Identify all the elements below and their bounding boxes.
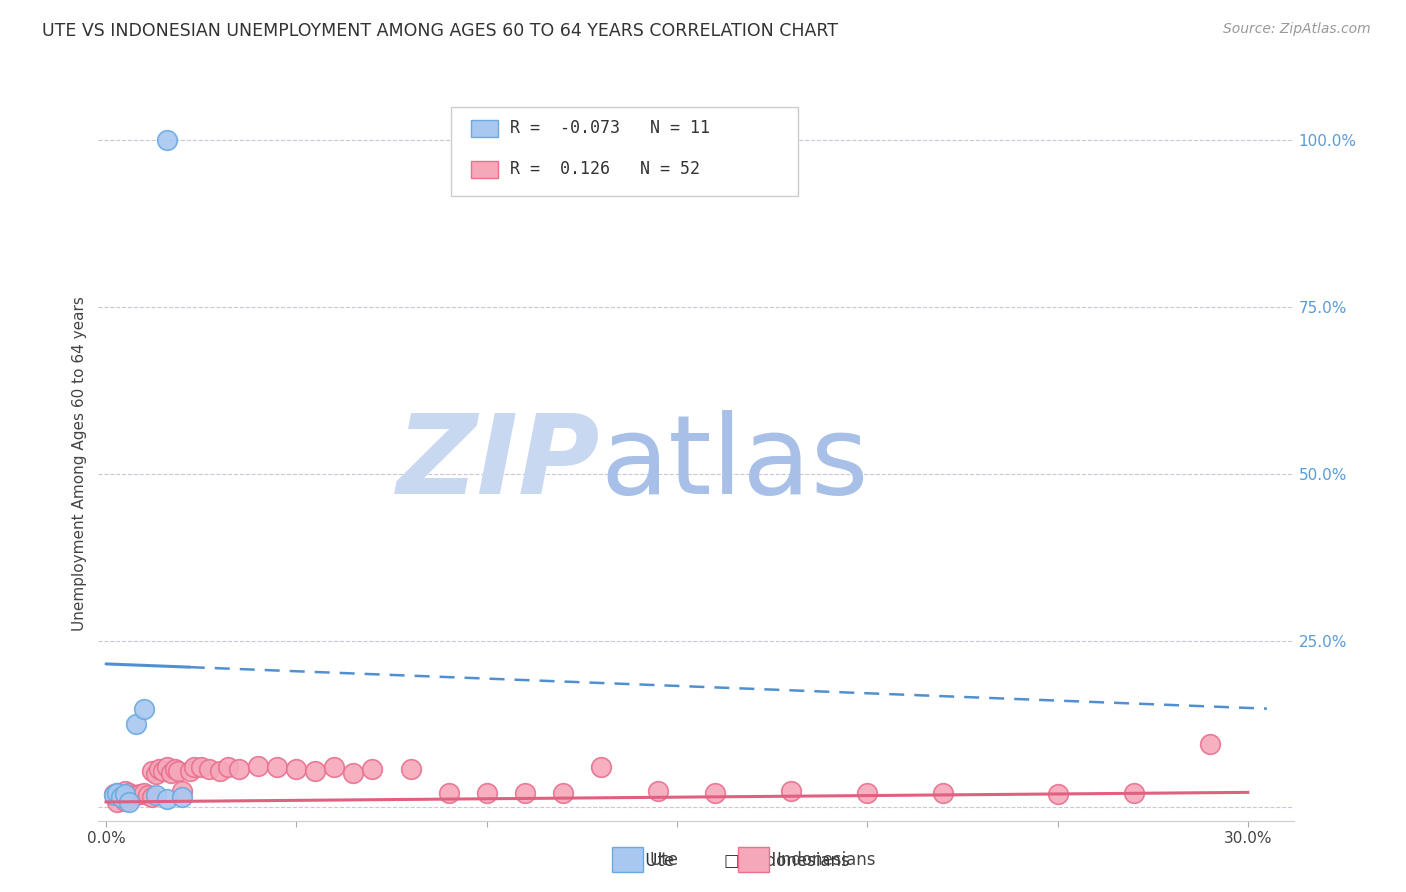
Text: Source: ZipAtlas.com: Source: ZipAtlas.com bbox=[1223, 22, 1371, 37]
Point bbox=[152, 764, 174, 778]
Point bbox=[1122, 786, 1144, 800]
Point bbox=[285, 762, 308, 776]
Point bbox=[132, 786, 155, 800]
Point bbox=[159, 765, 181, 780]
Point bbox=[932, 786, 955, 800]
Point bbox=[647, 783, 669, 797]
Point bbox=[145, 767, 167, 781]
Point bbox=[103, 787, 125, 801]
Point bbox=[114, 783, 136, 797]
Point bbox=[163, 762, 186, 776]
Text: atlas: atlas bbox=[600, 410, 869, 517]
Point bbox=[118, 795, 141, 809]
Point bbox=[121, 789, 143, 803]
Text: □  Indonesians: □ Indonesians bbox=[724, 852, 851, 870]
Point bbox=[361, 762, 384, 776]
Point bbox=[589, 760, 612, 774]
Text: ZIP: ZIP bbox=[396, 410, 600, 517]
Text: UTE VS INDONESIAN UNEMPLOYMENT AMONG AGES 60 TO 64 YEARS CORRELATION CHART: UTE VS INDONESIAN UNEMPLOYMENT AMONG AGE… bbox=[42, 22, 838, 40]
Point bbox=[129, 787, 152, 801]
Text: R =  -0.073   N = 11: R = -0.073 N = 11 bbox=[509, 120, 710, 137]
Point bbox=[114, 794, 136, 808]
Point bbox=[132, 701, 155, 715]
Point bbox=[156, 760, 179, 774]
Point bbox=[114, 789, 136, 803]
Point bbox=[148, 762, 170, 776]
Point bbox=[1046, 787, 1069, 801]
FancyBboxPatch shape bbox=[471, 161, 498, 178]
FancyBboxPatch shape bbox=[471, 120, 498, 136]
Point bbox=[125, 789, 148, 803]
Point bbox=[110, 790, 132, 805]
Point bbox=[118, 786, 141, 800]
Point bbox=[183, 760, 205, 774]
Point bbox=[342, 765, 364, 780]
Point bbox=[107, 795, 129, 809]
Point bbox=[136, 789, 159, 803]
Point bbox=[209, 764, 232, 778]
Text: Ute: Ute bbox=[650, 851, 679, 869]
Point bbox=[103, 789, 125, 803]
Point bbox=[1198, 737, 1220, 751]
Point bbox=[198, 762, 221, 776]
Point bbox=[217, 760, 239, 774]
Point bbox=[167, 764, 190, 778]
Point bbox=[399, 762, 422, 776]
Point bbox=[323, 760, 346, 774]
Point bbox=[110, 790, 132, 805]
Point bbox=[141, 790, 163, 805]
FancyBboxPatch shape bbox=[451, 107, 797, 196]
Point bbox=[156, 133, 179, 147]
Text: Indonesians: Indonesians bbox=[776, 851, 876, 869]
Point bbox=[114, 787, 136, 801]
Point bbox=[304, 764, 326, 778]
Point bbox=[179, 764, 201, 778]
Point bbox=[475, 786, 498, 800]
Point bbox=[125, 717, 148, 731]
Point bbox=[437, 786, 460, 800]
Point bbox=[190, 760, 212, 774]
Point bbox=[172, 783, 194, 797]
Point bbox=[141, 764, 163, 778]
Point bbox=[107, 789, 129, 803]
Text: R =  0.126   N = 52: R = 0.126 N = 52 bbox=[509, 161, 700, 178]
Point bbox=[513, 786, 536, 800]
Point bbox=[107, 786, 129, 800]
Y-axis label: Unemployment Among Ages 60 to 64 years: Unemployment Among Ages 60 to 64 years bbox=[72, 296, 87, 632]
Point bbox=[856, 786, 879, 800]
Text: □  Ute: □ Ute bbox=[619, 852, 675, 870]
Point bbox=[145, 789, 167, 803]
Point bbox=[107, 786, 129, 800]
Point bbox=[228, 762, 250, 776]
Point bbox=[247, 759, 270, 773]
Point bbox=[780, 783, 803, 797]
Point bbox=[266, 760, 288, 774]
Point bbox=[156, 792, 179, 806]
Point bbox=[172, 789, 194, 804]
Point bbox=[704, 786, 727, 800]
Point bbox=[551, 786, 574, 800]
